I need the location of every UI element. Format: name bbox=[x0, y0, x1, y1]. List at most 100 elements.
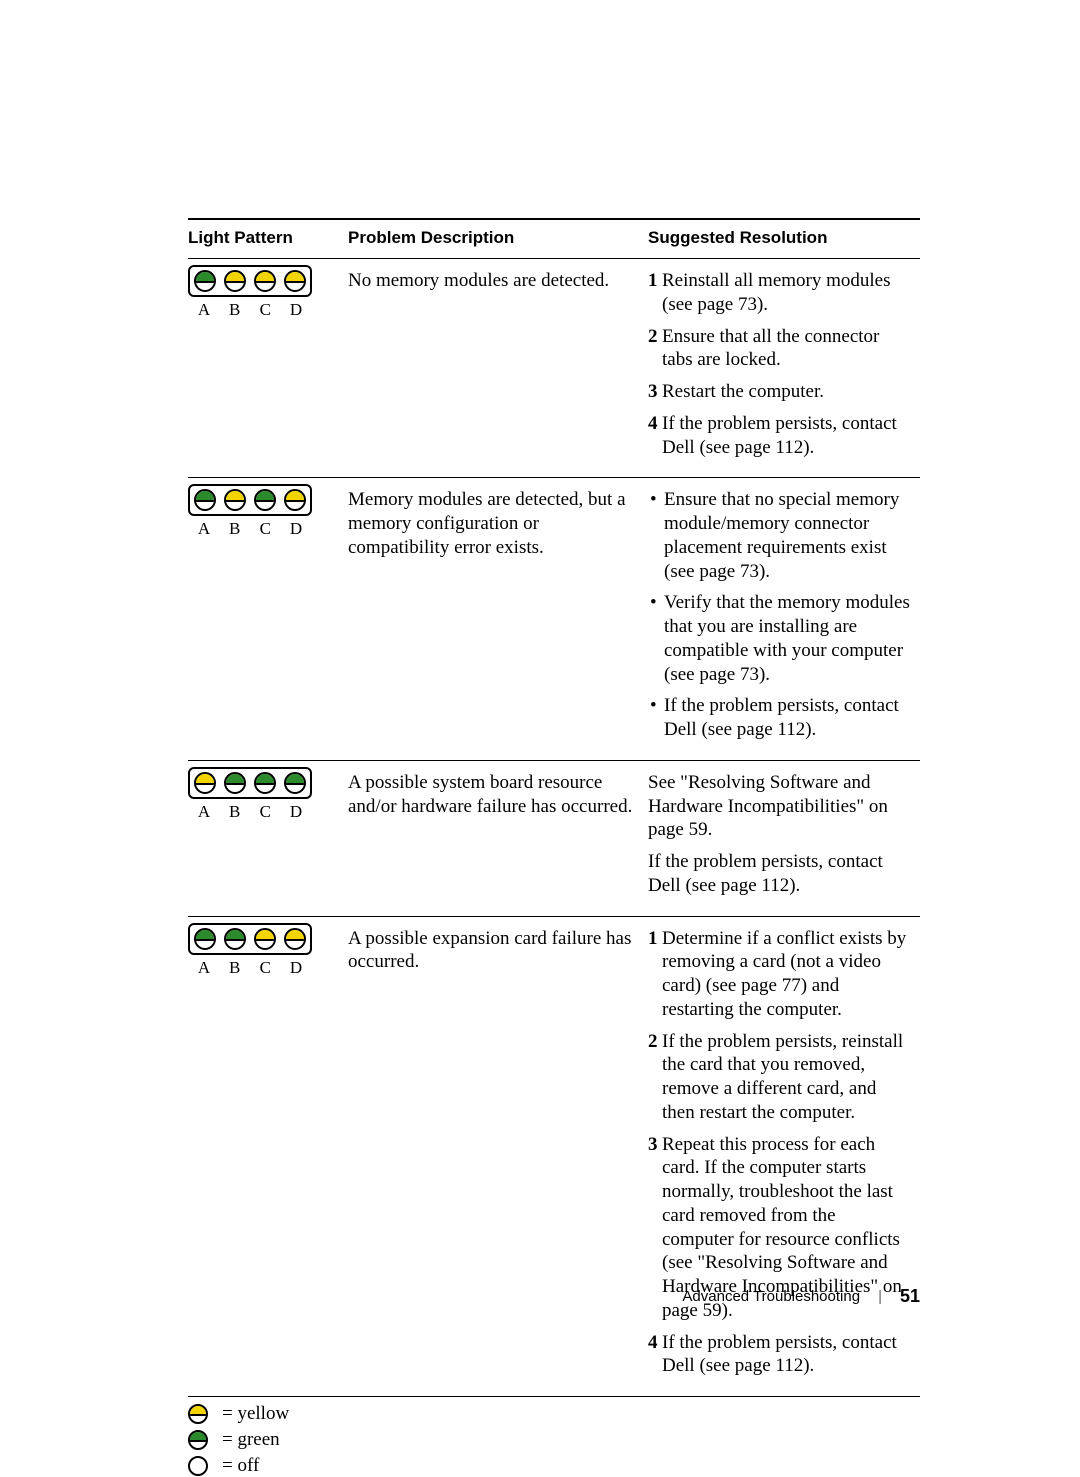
resolution-step: 3 Restart the computer. bbox=[648, 380, 912, 404]
color-legend: = yellow = green = off bbox=[188, 1403, 920, 1477]
legend-label: = green bbox=[222, 1429, 280, 1451]
resolution-paragraph: See "Resolving Software and Hardware Inc… bbox=[648, 771, 912, 842]
resolution-paragraph: If the problem persists, contact Dell (s… bbox=[648, 850, 912, 898]
page: Light Pattern Problem Description Sugges… bbox=[0, 0, 1080, 1397]
legend-label: = yellow bbox=[222, 1403, 289, 1425]
resolution-step: 4 If the problem persists, contact Dell … bbox=[648, 1331, 912, 1379]
led-icon bbox=[284, 489, 306, 511]
step-number: 4 bbox=[648, 1331, 658, 1355]
led-row bbox=[188, 265, 312, 297]
light-pattern: ABCD bbox=[188, 923, 312, 978]
step-number: 1 bbox=[648, 269, 658, 293]
step-text: If the problem persists, contact Dell (s… bbox=[662, 1332, 897, 1377]
legend-led-icon bbox=[188, 1456, 208, 1476]
description-cell: No memory modules are detected. bbox=[348, 259, 648, 478]
led-label: C bbox=[254, 518, 276, 539]
led-labels: ABCD bbox=[188, 297, 312, 320]
footer-section-title: Advanced Troubleshooting bbox=[682, 1288, 860, 1305]
led-label: A bbox=[193, 299, 215, 320]
resolution-bullet-list: Ensure that no special memory module/mem… bbox=[648, 488, 912, 742]
resolution-bullet: Verify that the memory modules that you … bbox=[648, 591, 912, 686]
step-number: 3 bbox=[648, 380, 658, 404]
legend-row: = yellow bbox=[188, 1403, 920, 1425]
led-label: B bbox=[224, 518, 246, 539]
step-text: If the problem persists, reinstall the c… bbox=[662, 1031, 903, 1123]
light-pattern: ABCD bbox=[188, 265, 312, 320]
footer-page-number: 51 bbox=[900, 1286, 920, 1307]
led-labels: ABCD bbox=[188, 955, 312, 978]
header-light-pattern: Light Pattern bbox=[188, 219, 348, 259]
page-footer: Advanced Troubleshooting | 51 bbox=[682, 1286, 920, 1307]
led-label: D bbox=[285, 957, 307, 978]
table-row: ABCDA possible system board resource and… bbox=[188, 760, 920, 916]
led-label: D bbox=[285, 801, 307, 822]
led-icon bbox=[194, 928, 216, 950]
led-row bbox=[188, 484, 312, 516]
table-row: ABCD No memory modules are detected.1 Rei… bbox=[188, 259, 920, 478]
led-labels: ABCD bbox=[188, 516, 312, 539]
legend-label: = off bbox=[222, 1455, 259, 1477]
header-suggested-resolution: Suggested Resolution bbox=[648, 219, 920, 259]
led-label: A bbox=[193, 957, 215, 978]
light-pattern-cell: ABCD bbox=[188, 259, 348, 478]
step-text: If the problem persists, contact Dell (s… bbox=[662, 413, 897, 458]
light-pattern-cell: ABCD bbox=[188, 916, 348, 1397]
led-row bbox=[188, 767, 312, 799]
resolution-step: 2 Ensure that all the connector tabs are… bbox=[648, 325, 912, 373]
light-pattern: ABCD bbox=[188, 484, 312, 539]
led-icon bbox=[284, 928, 306, 950]
led-label: A bbox=[193, 801, 215, 822]
diagnostic-lights-table: Light Pattern Problem Description Sugges… bbox=[188, 218, 920, 1397]
led-icon bbox=[194, 772, 216, 794]
led-icon bbox=[254, 928, 276, 950]
table-header-row: Light Pattern Problem Description Sugges… bbox=[188, 219, 920, 259]
legend-led-icon bbox=[188, 1430, 208, 1450]
step-text: Ensure that all the connector tabs are l… bbox=[662, 326, 879, 371]
led-label: B bbox=[224, 801, 246, 822]
led-label: B bbox=[224, 957, 246, 978]
led-label: D bbox=[285, 299, 307, 320]
footer-separator: | bbox=[878, 1288, 882, 1305]
step-number: 2 bbox=[648, 1030, 658, 1054]
led-icon bbox=[224, 489, 246, 511]
led-label: D bbox=[285, 518, 307, 539]
led-icon bbox=[284, 270, 306, 292]
table-body: ABCDNo memory modules are detected.1 Rei… bbox=[188, 259, 920, 1397]
led-icon bbox=[224, 928, 246, 950]
led-icon bbox=[284, 772, 306, 794]
resolution-ordered-list: 1 Reinstall all memory modules (see page… bbox=[648, 269, 912, 459]
step-number: 1 bbox=[648, 927, 658, 951]
header-problem-description: Problem Description bbox=[348, 219, 648, 259]
resolution-cell: 1 Reinstall all memory modules (see page… bbox=[648, 259, 920, 478]
led-icon bbox=[194, 489, 216, 511]
led-icon bbox=[254, 270, 276, 292]
legend-row: = off bbox=[188, 1455, 920, 1477]
led-icon bbox=[254, 489, 276, 511]
led-icon bbox=[224, 772, 246, 794]
led-icon bbox=[224, 270, 246, 292]
resolution-bullet: Ensure that no special memory module/mem… bbox=[648, 488, 912, 583]
step-text: Reinstall all memory modules (see page 7… bbox=[662, 270, 891, 315]
led-icon bbox=[194, 270, 216, 292]
resolution-paragraphs: See "Resolving Software and Hardware Inc… bbox=[648, 771, 912, 898]
description-cell: Memory modules are detected, but a memor… bbox=[348, 478, 648, 761]
legend-led-icon bbox=[188, 1404, 208, 1424]
resolution-step: 4 If the problem persists, contact Dell … bbox=[648, 412, 912, 460]
light-pattern-cell: ABCD bbox=[188, 478, 348, 761]
step-number: 3 bbox=[648, 1133, 658, 1157]
step-number: 2 bbox=[648, 325, 658, 349]
legend-row: = green bbox=[188, 1429, 920, 1451]
led-label: C bbox=[254, 299, 276, 320]
resolution-cell: Ensure that no special memory module/mem… bbox=[648, 478, 920, 761]
resolution-step: 2 If the problem persists, reinstall the… bbox=[648, 1030, 912, 1125]
light-pattern: ABCD bbox=[188, 767, 312, 822]
light-pattern-cell: ABCD bbox=[188, 760, 348, 916]
resolution-cell: See "Resolving Software and Hardware Inc… bbox=[648, 760, 920, 916]
led-label: B bbox=[224, 299, 246, 320]
led-label: C bbox=[254, 957, 276, 978]
table-row: ABCDA possible expansion card failure ha… bbox=[188, 916, 920, 1397]
led-labels: ABCD bbox=[188, 799, 312, 822]
resolution-step: 1 Reinstall all memory modules (see page… bbox=[648, 269, 912, 317]
step-text: Determine if a conflict exists by removi… bbox=[662, 928, 906, 1020]
resolution-step: 1 Determine if a conflict exists by remo… bbox=[648, 927, 912, 1022]
